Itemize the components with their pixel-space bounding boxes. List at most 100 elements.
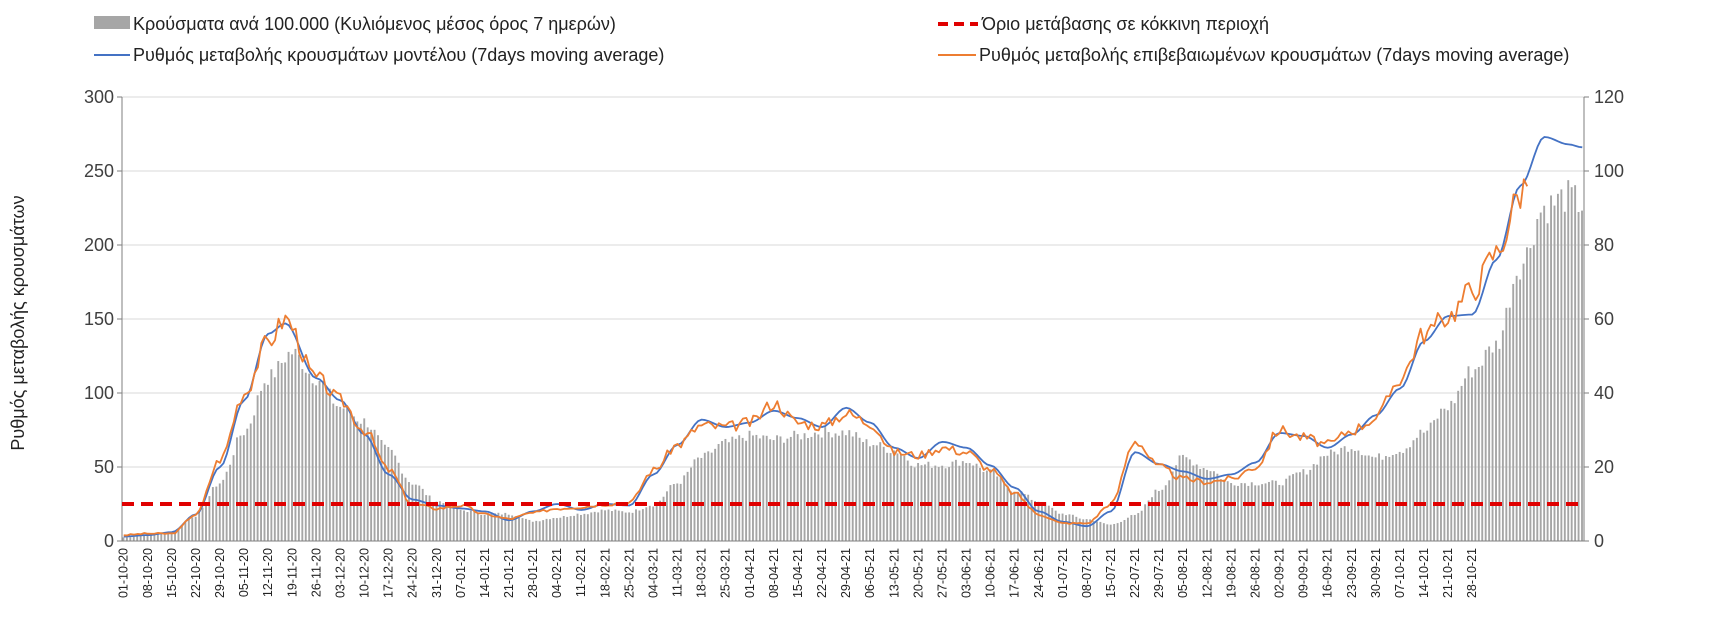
x-tick-label: 02-09-21 bbox=[1273, 548, 1287, 598]
bar bbox=[129, 537, 132, 541]
bar bbox=[432, 502, 434, 541]
bar bbox=[1567, 180, 1570, 541]
bar bbox=[1429, 422, 1432, 541]
bar bbox=[762, 435, 765, 541]
bar bbox=[1274, 480, 1277, 541]
bar bbox=[1161, 489, 1164, 541]
bar bbox=[1553, 205, 1556, 541]
bar bbox=[1157, 491, 1160, 541]
bar bbox=[1381, 459, 1384, 541]
bar bbox=[249, 423, 252, 541]
bar bbox=[1240, 483, 1243, 541]
bar bbox=[1460, 385, 1463, 541]
bar bbox=[1130, 515, 1133, 541]
bar bbox=[201, 507, 204, 541]
bar bbox=[394, 455, 397, 541]
x-tick-label: 31-12-20 bbox=[430, 548, 444, 598]
bar bbox=[982, 471, 985, 541]
bar bbox=[1257, 485, 1260, 541]
bar bbox=[586, 514, 589, 541]
y2-tick-label: 60 bbox=[1594, 309, 1614, 329]
x-tick-label: 01-04-21 bbox=[743, 548, 757, 598]
x-tick-label: 28-01-21 bbox=[526, 548, 540, 598]
bar bbox=[1350, 449, 1353, 541]
y-axis-title: Ρυθμός μεταβολής κρουσμάτων bbox=[8, 195, 28, 450]
x-tick-label: 16-09-21 bbox=[1321, 548, 1335, 598]
bar bbox=[1395, 454, 1398, 541]
bar bbox=[1071, 514, 1074, 541]
bar bbox=[411, 484, 414, 541]
bar bbox=[1402, 452, 1405, 541]
x-tick-label: 08-10-20 bbox=[141, 548, 155, 598]
bar bbox=[1453, 403, 1456, 541]
bar bbox=[786, 438, 789, 541]
bar bbox=[1147, 500, 1150, 541]
y-tick-labels: 0 50 100 150 200 250 300 bbox=[84, 87, 114, 551]
bar bbox=[1292, 474, 1294, 541]
bar bbox=[1388, 456, 1391, 541]
bar bbox=[789, 436, 792, 541]
bar bbox=[889, 453, 892, 541]
bar bbox=[146, 535, 149, 541]
x-tick-label: 25-03-21 bbox=[719, 548, 733, 598]
bar bbox=[1433, 420, 1436, 541]
x-tick-label: 24-06-21 bbox=[1032, 548, 1046, 598]
x-tick-label: 22-10-20 bbox=[189, 548, 203, 598]
x-tick-label: 30-09-21 bbox=[1369, 548, 1383, 598]
bar bbox=[734, 438, 737, 541]
x-tick-label: 17-12-20 bbox=[382, 548, 396, 598]
bar bbox=[356, 421, 359, 541]
bar bbox=[710, 452, 713, 541]
bar bbox=[700, 457, 703, 541]
bar bbox=[1550, 195, 1552, 541]
bar bbox=[239, 435, 242, 541]
bar bbox=[435, 501, 438, 541]
bar bbox=[160, 533, 163, 541]
bar bbox=[1563, 211, 1566, 542]
bar bbox=[1271, 480, 1274, 541]
bar bbox=[1054, 510, 1057, 541]
bar bbox=[322, 380, 324, 541]
bar bbox=[1360, 455, 1363, 541]
bar bbox=[304, 372, 307, 541]
bar bbox=[631, 512, 634, 541]
y-tick-label: 300 bbox=[84, 87, 114, 107]
bar bbox=[827, 432, 830, 541]
bar bbox=[1047, 505, 1050, 541]
bar bbox=[1440, 408, 1442, 541]
bar bbox=[635, 509, 637, 541]
bar bbox=[1515, 275, 1518, 541]
x-tick-label: 06-05-21 bbox=[863, 548, 877, 598]
bar bbox=[397, 462, 400, 541]
bar bbox=[1268, 481, 1270, 541]
bar bbox=[139, 535, 142, 541]
line-confirmed bbox=[123, 178, 1529, 537]
x-tick-label: 11-03-21 bbox=[671, 548, 685, 597]
bar bbox=[1237, 485, 1239, 541]
bar bbox=[342, 408, 345, 541]
bar bbox=[745, 440, 748, 541]
bar bbox=[1326, 455, 1329, 541]
bar bbox=[738, 435, 741, 541]
bar bbox=[1278, 484, 1281, 541]
bar bbox=[418, 485, 421, 541]
bar bbox=[989, 469, 992, 541]
bar bbox=[590, 512, 593, 541]
bar bbox=[813, 432, 816, 541]
bar bbox=[1092, 521, 1095, 541]
bar bbox=[1223, 479, 1226, 541]
bar bbox=[992, 470, 995, 541]
bar bbox=[913, 467, 916, 541]
bar bbox=[1281, 485, 1284, 541]
bar bbox=[1522, 263, 1525, 541]
bar bbox=[1371, 456, 1374, 541]
bar bbox=[480, 514, 483, 541]
x-tick-label: 26-11-20 bbox=[309, 548, 323, 597]
bar bbox=[1171, 471, 1174, 541]
bar bbox=[1034, 501, 1036, 541]
bar bbox=[1264, 483, 1267, 541]
bar bbox=[1288, 475, 1291, 541]
bar bbox=[597, 512, 600, 541]
bar bbox=[1116, 523, 1119, 541]
bar bbox=[1556, 193, 1559, 541]
